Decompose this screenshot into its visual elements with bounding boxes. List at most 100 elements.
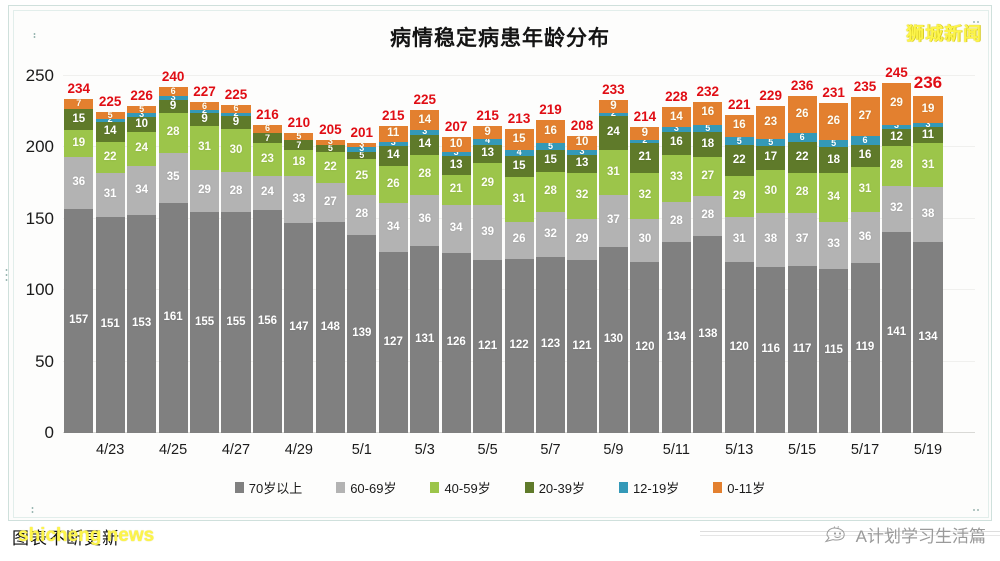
legend-item-age_60_69[interactable]: 60-69岁 [336, 478, 396, 497]
bar-segment[interactable]: 18 [693, 131, 723, 158]
bar-segment[interactable]: 3 [347, 144, 377, 153]
bar-segment[interactable]: 13 [441, 155, 471, 175]
bar-segment[interactable]: 38 [756, 213, 786, 268]
bar-segment[interactable]: 28 [787, 173, 817, 214]
bar-segment[interactable]: 116 [756, 267, 786, 433]
bar-segment[interactable]: 5 [693, 123, 723, 132]
bar-column[interactable]: 120 30 32 21 29 214 [629, 76, 660, 433]
bar-segment[interactable]: 31 [598, 150, 628, 195]
stacked-bar[interactable]: 161 35 28 9 3 6 240 [158, 69, 188, 433]
bar-column[interactable]: 126 34 21 13 3 10 207 [440, 76, 471, 433]
bar-segment[interactable]: 27 [315, 183, 345, 222]
bar-segment[interactable]: 14 [378, 146, 408, 166]
stacked-bar[interactable]: 121 29 32 13 3 10 208 [567, 118, 597, 433]
bar-segment[interactable]: 15 [504, 156, 534, 178]
bar-segment[interactable]: 3 [127, 109, 157, 118]
bar-segment[interactable]: 3 [441, 148, 471, 157]
bar-segment[interactable]: 19 [913, 96, 943, 124]
bar-segment[interactable]: 122 [504, 258, 534, 433]
bar-segment[interactable]: 32 [535, 211, 566, 258]
bar-segment[interactable]: 4 [473, 136, 503, 145]
bar-segment[interactable]: 5 [315, 143, 345, 152]
bar-segment[interactable]: 9 [221, 116, 251, 129]
bar-segment[interactable]: 14 [410, 110, 440, 131]
bar-segment[interactable]: 34 [127, 165, 157, 215]
bar-segment[interactable]: 127 [378, 251, 408, 433]
bar-segment[interactable]: 24 [127, 131, 157, 166]
stacked-bar[interactable]: 15131221425225 [95, 94, 125, 433]
bar-segment[interactable]: 34 [441, 204, 471, 254]
bar-segment[interactable]: 26 [504, 221, 534, 259]
stacked-bar[interactable]: 148 27 22 5 3 205 [315, 122, 345, 433]
bar-column[interactable]: 155 28 30 926225 [220, 76, 251, 433]
bar-segment[interactable]: 29 [567, 218, 597, 261]
stacked-bar[interactable]: 130 37 31 24 29 233 [598, 82, 628, 433]
bar-segment[interactable]: 9 [473, 126, 503, 139]
bar-segment[interactable]: 27 [850, 97, 880, 136]
bar-segment[interactable]: 9 [158, 100, 188, 114]
bar-segment[interactable]: 35 [158, 153, 188, 204]
stacked-bar[interactable]: 155 28 30 926225 [221, 87, 251, 433]
bar-segment[interactable]: 5 [724, 136, 754, 145]
stacked-bar[interactable]: 156 24 23 7 6 216 [252, 107, 282, 433]
resize-handle-bottom-left[interactable] [31, 506, 38, 514]
bar-segment[interactable]: 120 [724, 261, 754, 433]
stacked-bar[interactable]: 153 34 24 10 3 5 226 [127, 88, 157, 433]
bar-segment[interactable]: 134 [913, 241, 943, 433]
bar-segment[interactable]: 16 [724, 114, 754, 138]
stacked-bar[interactable]: 116 38 30 17 5 23 229 [756, 88, 786, 433]
legend-item-age_20_39[interactable]: 20-39岁 [524, 478, 585, 497]
bar-segment[interactable]: 23 [756, 106, 786, 139]
bar-segment[interactable]: 32 [567, 173, 597, 219]
bar-segment[interactable]: 3 [913, 119, 943, 128]
bar-segment[interactable]: 2 [630, 136, 660, 145]
bar-column[interactable]: 123 32 28 15 5 16 219 [535, 76, 566, 433]
bar-column[interactable]: 138 28 27 18 5 16 232 [692, 76, 723, 433]
bar-segment[interactable]: 15 [535, 150, 566, 172]
bar-column[interactable]: 134 38 31 11 3 19 236 [912, 73, 943, 433]
bar-segment[interactable]: 151 [95, 217, 125, 433]
bar-column[interactable]: 120 31 29 22 5 16 221 [724, 76, 755, 433]
bar-column[interactable]: 157 36 19 15 7 234 [63, 76, 94, 433]
bar-column[interactable]: 148 27 22 5 3 205 [315, 76, 346, 433]
bar-segment[interactable]: 29 [473, 163, 503, 205]
bar-segment[interactable]: 6 [787, 132, 817, 142]
bar-segment[interactable]: 28 [535, 171, 566, 212]
bar-column[interactable]: 156 24 23 7 6 216 [252, 76, 283, 433]
bar-segment[interactable]: 147 [284, 223, 314, 433]
bar-segment[interactable]: 27 [693, 157, 723, 196]
bar-segment[interactable]: 14 [661, 107, 691, 128]
bar-segment[interactable]: 36 [64, 157, 94, 209]
bar-segment[interactable]: 6 [158, 87, 188, 97]
bar-segment[interactable]: 13 [567, 154, 597, 174]
bar-column[interactable]: 119 36 31 16 6 27 235 [849, 76, 880, 433]
bar-segment[interactable]: 7 [64, 99, 94, 109]
bar-segment[interactable]: 12 [881, 128, 912, 146]
bar-segment[interactable]: 3 [410, 126, 440, 135]
legend-item-age_0_11[interactable]: 0-11岁 [713, 478, 765, 497]
resize-handle-left[interactable] [5, 268, 12, 282]
bar-segment[interactable]: 9 [630, 127, 660, 141]
bar-segment[interactable]: 2 [221, 109, 251, 118]
bar-column[interactable]: 139 28 25 5 3 3 201 [346, 76, 377, 433]
bar-column[interactable]: 141 32 28 12 3 29 245 [881, 65, 912, 433]
stacked-bar[interactable]: 120 31 29 22 5 16 221 [724, 97, 754, 433]
stacked-bar[interactable]: 134 28 33 16 3 14 228 [661, 89, 691, 433]
bar-segment[interactable]: 28 [158, 113, 188, 154]
bar-segment[interactable]: 28 [881, 146, 912, 186]
bar-segment[interactable]: 16 [535, 120, 566, 144]
bar-segment[interactable]: 16 [661, 131, 691, 155]
bar-segment[interactable]: 6 [850, 135, 880, 145]
bar-segment[interactable]: 9 [598, 100, 628, 114]
bar-segment[interactable]: 3 [378, 138, 408, 147]
stacked-bar[interactable]: 134 38 31 11 3 19 236 [913, 73, 943, 433]
bar-column[interactable]: 121 29 32 13 3 10 208 [566, 76, 597, 433]
bar-segment[interactable]: 26 [787, 96, 817, 134]
bar-segment[interactable]: 134 [661, 241, 691, 433]
bar-segment[interactable]: 28 [347, 194, 377, 235]
bar-segment[interactable]: 31 [190, 126, 220, 171]
stacked-bar[interactable]: 119 36 31 16 6 27 235 [850, 79, 880, 433]
stacked-bar[interactable]: 117 37 28 22 6 26 236 [787, 78, 817, 433]
bar-segment[interactable]: 3 [567, 146, 597, 155]
bar-segment[interactable]: 5 [819, 139, 849, 148]
